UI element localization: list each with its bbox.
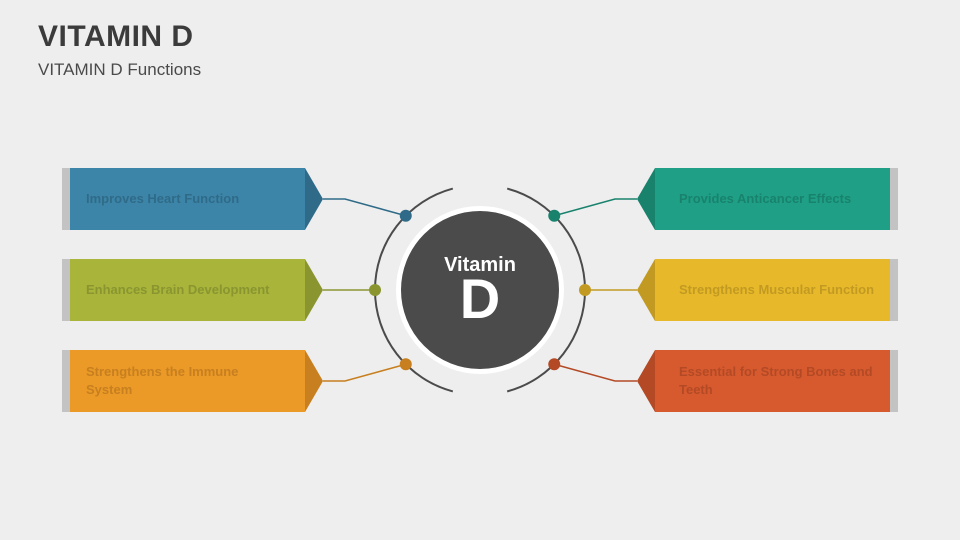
function-box: Provides Anticancer Effects (655, 168, 890, 230)
function-label: Strengthens Muscular Function (679, 281, 874, 299)
center-label-big: D (460, 271, 500, 327)
page-subtitle: VITAMIN D Functions (38, 60, 201, 80)
connector-dot (400, 210, 412, 222)
connector-dot (548, 358, 560, 370)
connector-dot (548, 210, 560, 222)
connector-dot (369, 284, 381, 296)
function-box: Strengthens the Immune System (70, 350, 305, 412)
function-box: Essential for Strong Bones and Teeth (655, 350, 890, 412)
diagram-container: Vitamin D Improves Heart Function Enhance… (0, 120, 960, 520)
function-label: Strengthens the Immune System (86, 363, 281, 398)
function-box: Enhances Brain Development (70, 259, 305, 321)
function-box: Improves Heart Function (70, 168, 305, 230)
page-title: VITAMIN D (38, 20, 201, 54)
function-label: Improves Heart Function (86, 190, 239, 208)
connector-dot (579, 284, 591, 296)
function-label: Enhances Brain Development (86, 281, 270, 299)
function-label: Provides Anticancer Effects (679, 190, 851, 208)
function-box: Strengthens Muscular Function (655, 259, 890, 321)
connector-dot (400, 358, 412, 370)
center-circle: Vitamin D (396, 206, 564, 374)
function-label: Essential for Strong Bones and Teeth (679, 363, 874, 398)
